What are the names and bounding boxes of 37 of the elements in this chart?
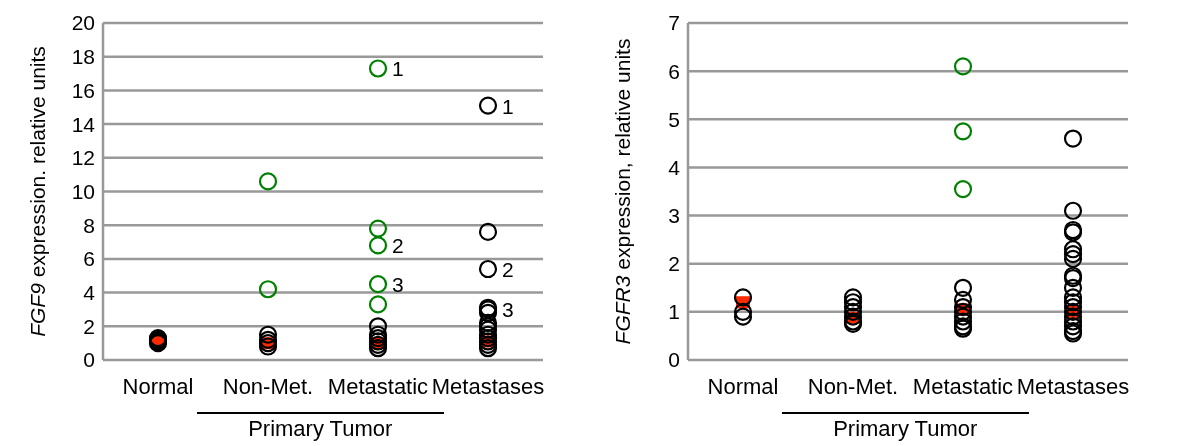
y-tick-label: 6 <box>83 247 95 271</box>
annotation: 3 <box>392 273 404 297</box>
y-tick-label: 8 <box>83 213 95 237</box>
x-tick-label: Metastases <box>431 373 545 399</box>
y-tick-label: 2 <box>668 252 680 276</box>
y-tick-label: 3 <box>668 204 680 228</box>
y-tick-label: 16 <box>71 78 95 102</box>
y-tick-label: 18 <box>71 45 95 69</box>
x-tick-label: Normal <box>707 373 779 399</box>
y-tick-label: 4 <box>83 281 96 305</box>
x-tick-label: Normal <box>122 373 194 399</box>
annotation: 3 <box>502 298 514 322</box>
text: Primary Tumor <box>832 416 979 442</box>
x-tick-label: Non-Met. <box>222 373 314 399</box>
x-tick-label: Metastases <box>1016 373 1130 399</box>
y-axis-title: FGFR3 expression, relative units <box>610 38 634 345</box>
y-tick-label: 6 <box>668 59 680 83</box>
annotation: 2 <box>392 234 404 258</box>
y-tick-label: 12 <box>71 146 95 170</box>
y-tick-label: 0 <box>83 348 95 372</box>
annotation: 2 <box>502 258 514 282</box>
y-tick-label: 1 <box>668 300 680 324</box>
x-tick-label: Metastatic <box>912 373 1014 399</box>
y-axis-title: FGF9 expression. relative units <box>25 46 49 337</box>
y-tick-label: 10 <box>71 179 95 203</box>
y-tick-label: 14 <box>71 112 96 136</box>
y-tick-label: 5 <box>668 107 680 131</box>
y-tick-label: 2 <box>83 314 95 338</box>
y-tick-label: 20 <box>71 11 95 35</box>
y-tick-label: 7 <box>668 11 680 35</box>
y-tick-label: 0 <box>668 348 680 372</box>
x-tick-label: Metastatic <box>327 373 429 399</box>
x-tick-label: Non-Met. <box>807 373 899 399</box>
text: Primary Tumor <box>247 416 394 442</box>
annotation: 1 <box>392 57 404 81</box>
y-tick-label: 4 <box>668 155 681 179</box>
annotation: 1 <box>502 94 514 118</box>
